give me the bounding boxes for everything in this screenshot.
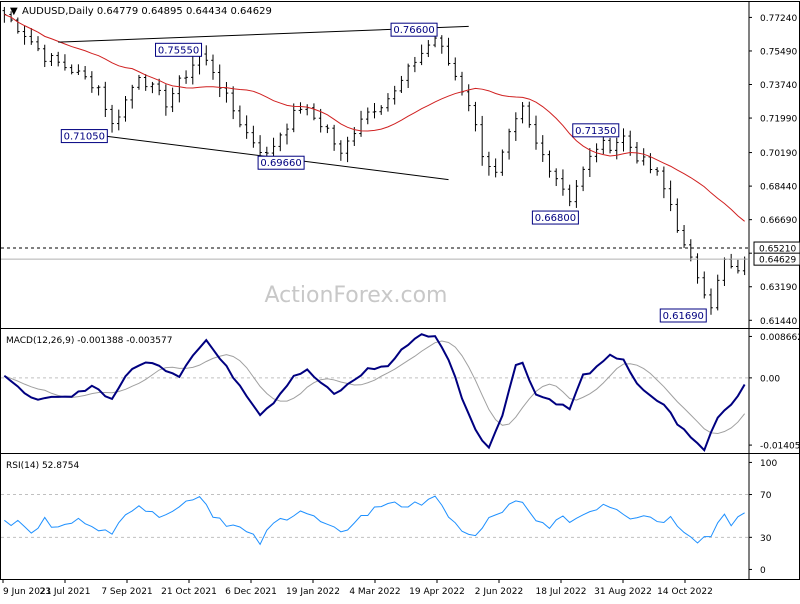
macd-tick-label: 0.00 — [760, 374, 780, 384]
pivot-label: 0.75550 — [158, 45, 199, 56]
pivot-label-box — [257, 155, 305, 170]
pivot-label-box — [531, 210, 579, 225]
pivot-label: 0.61690 — [663, 311, 704, 322]
pivot-label-box — [659, 308, 707, 323]
price-tick-label: 0.66690 — [760, 216, 797, 226]
x-tick-label: 2 Jun 2022 — [475, 587, 523, 597]
x-tick-label: 31 Aug 2022 — [594, 587, 652, 597]
pane-frame-0 — [0, 1, 800, 329]
rsi-tick-label: 30 — [760, 534, 772, 544]
price-tick-label: 0.63190 — [760, 283, 797, 293]
x-tick-label: 4 Mar 2022 — [349, 587, 400, 597]
x-tick-label: 18 Jul 2022 — [536, 587, 587, 597]
macd-tick-label: -0.014055 — [760, 442, 800, 452]
x-tick-label: 6 Dec 2021 — [225, 587, 277, 597]
macd-title: MACD(12,26,9) -0.001388 -0.003577 — [6, 336, 172, 346]
x-tick-label: 7 Sep 2021 — [101, 587, 152, 597]
price-tick-label: 0.68440 — [760, 183, 797, 193]
pivot-label: 0.71050 — [64, 132, 105, 143]
moving-average-line — [4, 13, 745, 222]
rsi-tick-label: 0 — [760, 566, 766, 576]
pivot-label: 0.69660 — [260, 158, 301, 169]
dashed-level-label: 0.65210 — [759, 245, 796, 255]
rsi-tick-label: 100 — [760, 459, 777, 469]
pivot-label-box — [155, 42, 203, 57]
x-tick-label: 9 Jun 2021 — [3, 587, 51, 597]
current-price-box — [753, 252, 800, 266]
x-tick-label: 23 Jul 2021 — [40, 587, 91, 597]
pane-frame-2 — [0, 453, 800, 580]
x-tick-label: 21 Oct 2021 — [161, 587, 217, 597]
price-tick-label: 0.70190 — [760, 149, 797, 159]
rsi-title: RSI(14) 52.8754 — [6, 461, 79, 471]
rsi-line — [4, 495, 745, 546]
watermark-text: ActionForex.com — [265, 283, 448, 308]
pivot-label: 0.76600 — [393, 25, 434, 36]
macd-tick-label: 0.008662 — [760, 333, 800, 343]
macd-signal-line — [4, 340, 746, 435]
pivot-label-box — [572, 123, 620, 138]
symbol-marker: ▼ — [10, 6, 18, 17]
price-tick-label: 0.77240 — [760, 14, 797, 24]
current-price-label: 0.64629 — [759, 256, 796, 266]
price-tick-label: 0.61440 — [760, 317, 797, 327]
price-tick-label: 0.71990 — [760, 115, 797, 125]
macd-line — [3, 333, 746, 453]
rsi-tick-label: 70 — [760, 491, 772, 501]
pivot-label: 0.66800 — [535, 213, 576, 224]
chart-header: AUDUSD,Daily 0.64779 0.64895 0.64434 0.6… — [22, 6, 272, 17]
x-tick-label: 14 Oct 2022 — [657, 587, 713, 597]
x-tick-label: 19 Apr 2022 — [409, 587, 465, 597]
price-tick-label: 0.75490 — [760, 47, 797, 57]
pivot-label-box — [60, 129, 108, 144]
pivot-label: 0.71350 — [575, 126, 616, 137]
price-tick-label: 0.73740 — [760, 81, 797, 91]
pivot-label-box — [390, 22, 438, 37]
x-tick-label: 19 Jan 2022 — [286, 587, 340, 597]
